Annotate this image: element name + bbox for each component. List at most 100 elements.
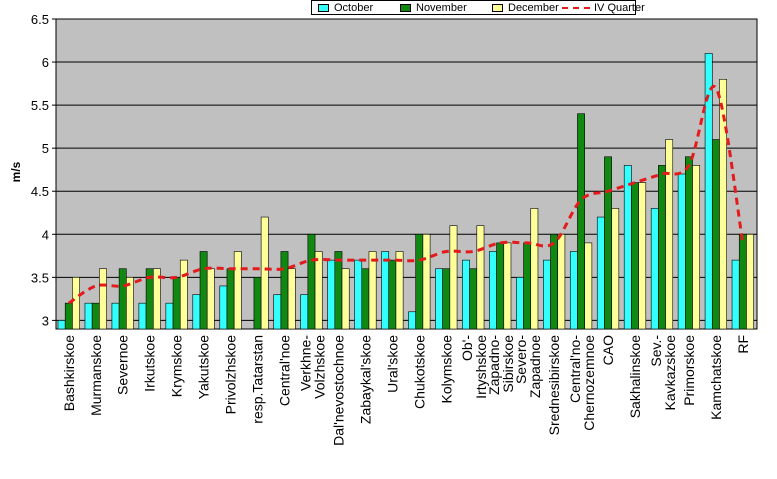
y-tick-label: 6.5 <box>31 12 49 27</box>
x-tick-label-line: Ob'- <box>459 335 475 361</box>
bar-october <box>435 268 443 330</box>
bar-december <box>692 165 701 330</box>
x-tick-label: Murmanskoe <box>88 335 104 416</box>
bar-october <box>731 259 740 330</box>
x-tick-label: Srednesibirskoe <box>546 335 562 436</box>
x-tick-label-line: RF <box>735 335 751 354</box>
bar-october <box>111 302 120 330</box>
bar-december <box>530 208 539 330</box>
x-tick-label-line: Dal'nevostochnoe <box>330 335 346 446</box>
x-tick-label-line: Severo- <box>513 335 529 384</box>
bar-october <box>165 302 174 330</box>
y-tick-label: 6 <box>42 55 49 70</box>
bar-november <box>496 242 505 330</box>
y-tick-label: 4.5 <box>31 184 49 199</box>
legend-line-iv-quarter <box>562 7 590 9</box>
bar-october <box>327 259 336 330</box>
bar-december <box>341 268 350 330</box>
x-tick-label-line: resp.Tatarstan <box>250 335 266 424</box>
bar-october <box>84 302 93 330</box>
x-tick-label: Privolzhskoe <box>223 335 239 415</box>
x-tick-label-line: Bashkirskoe <box>61 335 77 411</box>
iv-quarter-line <box>67 84 745 305</box>
bar-november <box>711 139 720 330</box>
bar-october <box>677 173 686 330</box>
x-tick-label-line: CAO <box>600 335 616 365</box>
bar-october <box>192 294 201 330</box>
x-tick-label-line: Central'noe <box>276 335 292 406</box>
bar-november <box>64 302 73 330</box>
bar-october <box>650 208 659 330</box>
bar-october <box>138 302 147 330</box>
bar-november <box>738 233 747 330</box>
y-tick-label: 5 <box>42 141 49 156</box>
x-tick-label: Ob'-Irtyshskoe <box>459 335 489 399</box>
bar-october <box>300 294 309 330</box>
bar-november <box>91 302 100 330</box>
bar-december <box>233 251 242 330</box>
bar-december <box>638 182 647 330</box>
legend-swatch-november <box>400 4 411 12</box>
x-tick-label: Zapadno-Sibirskoe <box>486 335 516 395</box>
bar-november <box>199 251 208 330</box>
bar-december <box>179 259 188 330</box>
x-tick-label: Dal'nevostochnoe <box>330 335 346 446</box>
x-tick-label-line: Primorskoe <box>681 335 697 406</box>
legend-label-october: October <box>334 2 374 14</box>
bar-november <box>253 277 262 330</box>
y-tick-label: 5.5 <box>31 98 49 113</box>
bar-october <box>354 259 363 330</box>
x-tick-label-line: Zapadno- <box>486 335 502 395</box>
legend: October November December IV Quarter <box>311 0 645 15</box>
x-tick-label-line: Verkhne- <box>297 335 313 391</box>
x-tick-label: Verkhne-Volzhskoe <box>297 335 327 399</box>
x-tick-label: resp.Tatarstan <box>250 335 266 424</box>
bar-october <box>516 277 524 330</box>
bar-december <box>395 251 404 330</box>
x-tick-label-line: Ural'skoe <box>384 335 400 393</box>
x-tick-label: CAO <box>600 335 616 365</box>
x-tick-label-line: Irkutskoe <box>142 335 158 392</box>
bar-november <box>550 233 559 330</box>
x-tick-label: Central'noe <box>276 335 292 406</box>
bar-december <box>719 78 727 330</box>
x-tick-label-line: Krymskoe <box>169 335 185 397</box>
x-tick-label-line: Severnoe <box>115 335 131 395</box>
bar-november <box>631 182 639 330</box>
bar-november <box>469 268 478 330</box>
bar-october <box>273 294 282 330</box>
x-tick-label: Ural'skoe <box>384 335 400 393</box>
bar-december <box>476 225 485 330</box>
iv-quarter-path <box>67 84 745 305</box>
x-tick-label: Kamchatskoe <box>708 335 724 420</box>
x-tick-label: Central'no-Chernozemnoe <box>567 335 597 431</box>
legend-label-november: November <box>416 2 467 14</box>
bars <box>57 53 754 330</box>
bar-december <box>99 268 107 330</box>
bar-november <box>334 251 343 330</box>
bar-october <box>489 251 497 330</box>
bar-october <box>462 259 470 330</box>
x-tick-label-line: Chukotskoe <box>411 335 427 409</box>
bar-october <box>569 251 578 330</box>
bar-november <box>442 268 451 330</box>
legend-label-iv-quarter: IV Quarter <box>594 2 645 14</box>
x-tick-label-line: Volzhskoe <box>311 335 327 399</box>
bar-december <box>126 277 134 330</box>
bar-december <box>422 233 431 330</box>
bar-october <box>381 251 390 330</box>
bar-december <box>368 251 377 330</box>
y-tick-label: 3.5 <box>31 270 49 285</box>
bar-december <box>746 233 754 330</box>
y-tick-label: 4 <box>42 227 49 242</box>
bar-december <box>152 268 161 330</box>
x-tick-label-line: Zabaykal'skoe <box>357 335 373 424</box>
x-axis-ticks: Bashkirskoe Murmanskoe Severnoe Irkutskoe Kr… <box>61 335 751 446</box>
x-tick-label-line: Kamchatskoe <box>708 335 724 420</box>
x-tick-label: Severo-Zapadnoe <box>513 335 543 398</box>
bar-november <box>604 156 612 330</box>
bar-november <box>523 242 532 330</box>
bar-october <box>57 320 66 330</box>
bar-october <box>408 311 416 330</box>
legend-swatch-october <box>318 4 329 12</box>
